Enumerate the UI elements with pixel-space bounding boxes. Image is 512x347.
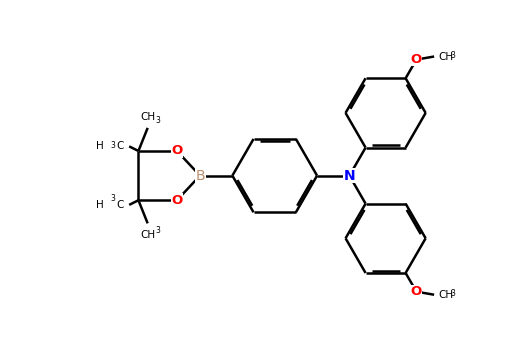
Text: 3: 3 — [155, 116, 160, 125]
Text: 3: 3 — [155, 227, 160, 236]
Text: CH: CH — [140, 229, 155, 239]
Text: CH: CH — [140, 112, 155, 122]
Text: H: H — [96, 200, 104, 210]
Text: O: O — [172, 194, 183, 207]
Text: 3: 3 — [450, 51, 455, 60]
Text: O: O — [411, 53, 422, 66]
Text: 3: 3 — [110, 194, 115, 203]
Text: O: O — [172, 144, 183, 158]
Text: CH: CH — [439, 51, 454, 61]
Text: O: O — [411, 285, 422, 298]
Text: C: C — [116, 200, 123, 210]
Text: 3: 3 — [450, 289, 455, 298]
Text: B: B — [195, 169, 205, 183]
Text: CH: CH — [439, 290, 454, 300]
Text: 3: 3 — [110, 141, 115, 150]
Text: H: H — [96, 141, 104, 151]
Text: N: N — [344, 169, 355, 183]
Text: C: C — [116, 141, 123, 151]
